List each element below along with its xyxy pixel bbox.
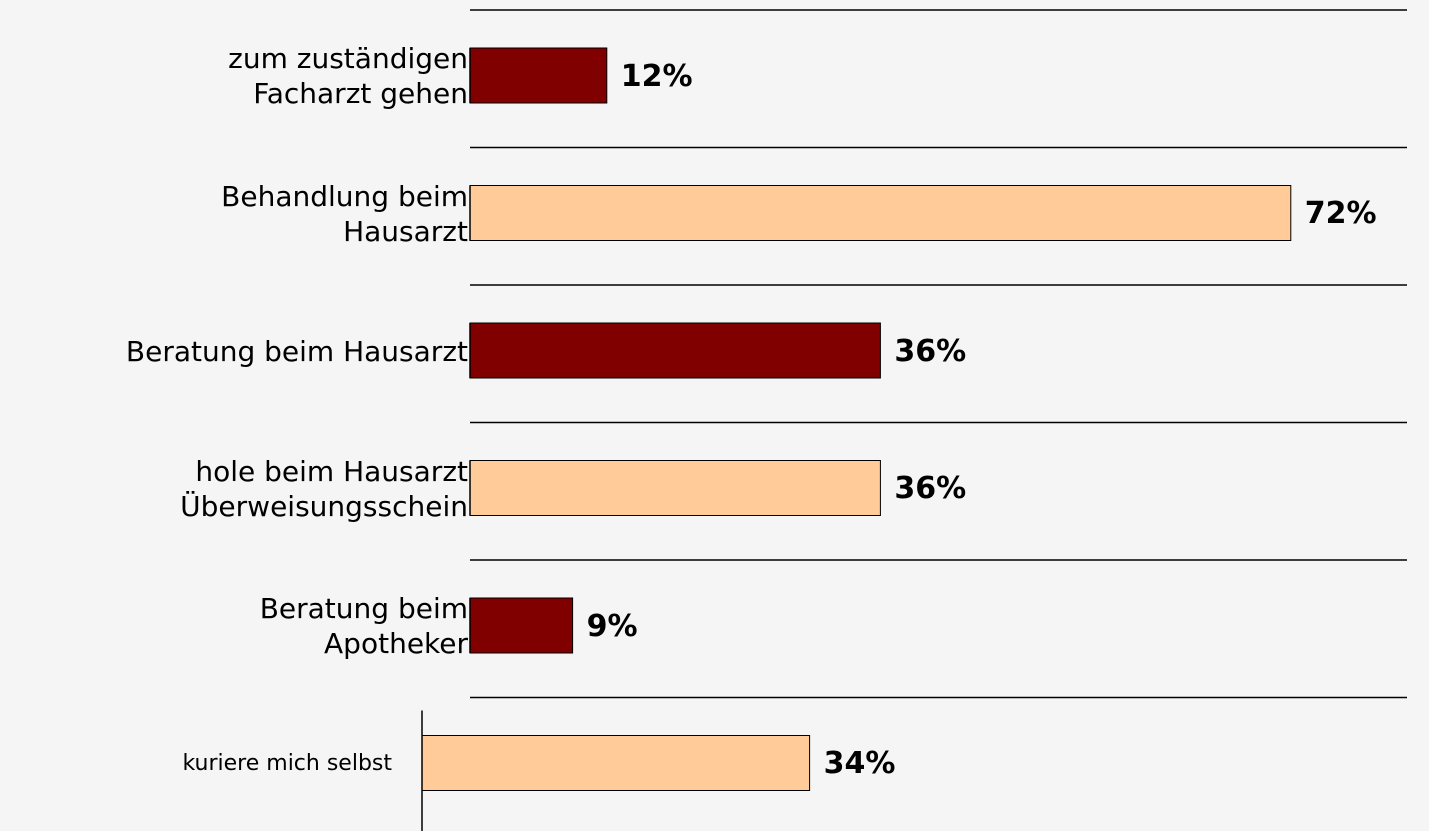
bar	[469, 185, 1292, 241]
value-label: 9%	[586, 608, 638, 644]
bar	[469, 597, 574, 654]
category-label: Beratung beim Apotheker	[259, 592, 468, 660]
category-label: Beratung beim Hausarzt	[125, 334, 468, 368]
category-label: Behandlung beim Hausarzt	[221, 179, 468, 248]
bar	[469, 322, 881, 379]
category-label: hole beim Hausarzt Überweisungsschein	[180, 454, 468, 523]
value-label: 72%	[1304, 196, 1377, 231]
value-label: 36%	[894, 333, 967, 369]
bar	[469, 460, 881, 516]
category-label: kuriere mich selbst	[182, 750, 392, 776]
bar	[421, 735, 811, 791]
bar	[469, 47, 608, 104]
value-label: 12%	[620, 58, 693, 94]
category-label: zum zuständigen Facharzt gehen	[228, 42, 468, 110]
value-label: 34%	[823, 746, 896, 781]
value-label: 36%	[894, 471, 967, 506]
